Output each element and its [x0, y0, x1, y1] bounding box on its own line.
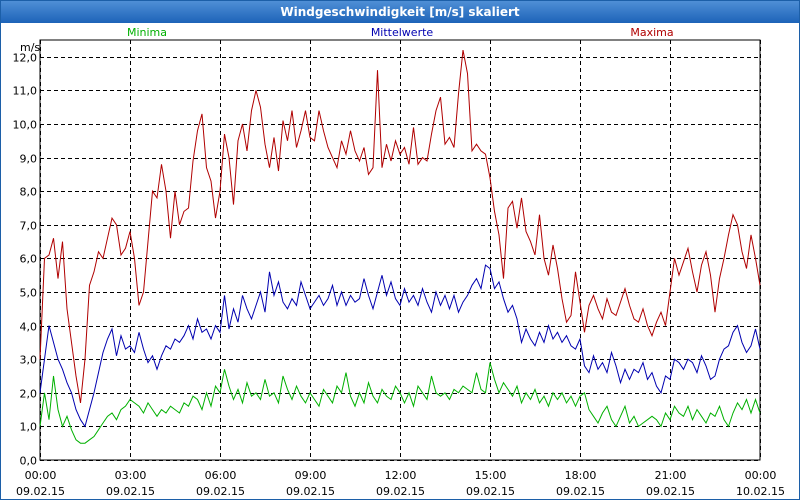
y-tick-label: 3,0 — [20, 354, 38, 367]
legend-entry-mittelwerte: Mittelwerte — [371, 26, 434, 39]
x-tick-time: 21:00 — [655, 469, 687, 482]
x-tick-time: 00:00 — [745, 469, 777, 482]
y-tick-label: 7,0 — [20, 220, 38, 233]
x-tick-time: 00:00 — [25, 469, 57, 482]
y-tick-label: 0,0 — [20, 455, 38, 468]
series-line-minima — [39, 362, 761, 444]
x-tick-time: 06:00 — [205, 469, 237, 482]
series-line-mittelwerte — [39, 264, 761, 428]
x-tick-date: 10.02.15 — [736, 485, 785, 498]
axes: 0,0 1,0 2,0 3,0 4,0 5,0 6,0 7,0 8,0 9,0 10,0 11,0 12… — [13, 39, 785, 498]
y-tick-label: 12,0 — [13, 52, 38, 65]
x-tick-time: 09:00 — [295, 469, 327, 482]
plot-frame — [39, 39, 761, 461]
y-tick-label: 1,0 — [20, 421, 38, 434]
x-tick-time: 12:00 — [385, 469, 417, 482]
x-tick-time: 15:00 — [475, 469, 507, 482]
x-tick-date: 09.02.15 — [646, 485, 695, 498]
y-tick-label: 5,0 — [20, 287, 38, 300]
series-lines — [39, 50, 761, 444]
y-tick-label: 4,0 — [20, 321, 38, 334]
x-tick-date: 09.02.15 — [556, 485, 605, 498]
legend-entry-minima: Minima — [127, 26, 167, 39]
y-tick-label: 11,0 — [13, 85, 38, 98]
x-tick-date: 09.02.15 — [196, 485, 245, 498]
y-axis-label: m/s — [20, 41, 40, 54]
y-tick-label: 8,0 — [20, 186, 38, 199]
x-tick-date: 09.02.15 — [16, 485, 65, 498]
grid — [40, 40, 761, 461]
y-tick-label: 10,0 — [13, 119, 38, 132]
x-tick-date: 09.02.15 — [106, 485, 155, 498]
legend-entry-maxima: Maxima — [630, 26, 673, 39]
series-line-maxima — [39, 50, 761, 403]
x-tick-date: 09.02.15 — [286, 485, 335, 498]
y-tick-label: 9,0 — [20, 153, 38, 166]
x-tick-date: 09.02.15 — [376, 485, 425, 498]
x-tick-date: 09.02.15 — [466, 485, 515, 498]
y-tick-label: 6,0 — [20, 253, 38, 266]
legend: Minima Mittelwerte Maxima — [127, 26, 674, 39]
window-title: Windgeschwindigkeit [m/s] skaliert — [1, 1, 799, 23]
y-tick-label: 2,0 — [20, 388, 38, 401]
x-tick-time: 18:00 — [565, 469, 597, 482]
x-tick-time: 03:00 — [115, 469, 147, 482]
